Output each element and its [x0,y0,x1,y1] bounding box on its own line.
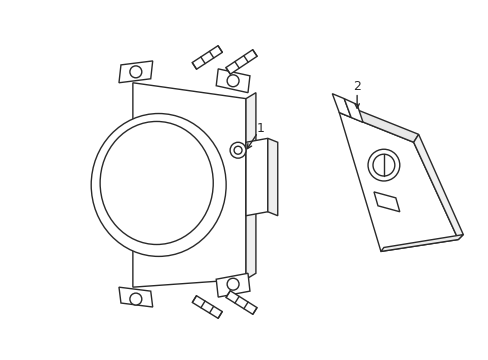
Polygon shape [133,83,245,287]
Circle shape [372,154,394,176]
Polygon shape [192,296,222,318]
Text: 2: 2 [352,80,360,93]
Circle shape [367,149,399,181]
Polygon shape [332,94,350,117]
Circle shape [230,142,245,158]
Polygon shape [216,273,249,297]
Polygon shape [380,235,462,251]
Circle shape [226,75,239,87]
Text: 1: 1 [256,122,264,135]
Polygon shape [339,113,457,251]
Polygon shape [119,287,152,307]
Polygon shape [192,46,222,69]
Polygon shape [245,138,267,216]
Circle shape [130,66,142,78]
Polygon shape [339,105,418,142]
Polygon shape [373,192,399,212]
Polygon shape [119,61,152,83]
Polygon shape [413,134,462,239]
Polygon shape [344,99,362,122]
Polygon shape [216,69,249,93]
Circle shape [234,146,242,154]
Circle shape [226,278,239,290]
Polygon shape [245,93,255,279]
Ellipse shape [91,113,225,256]
Circle shape [130,293,142,305]
Polygon shape [225,291,257,314]
Polygon shape [225,50,257,74]
Ellipse shape [100,121,213,244]
Polygon shape [267,138,277,216]
